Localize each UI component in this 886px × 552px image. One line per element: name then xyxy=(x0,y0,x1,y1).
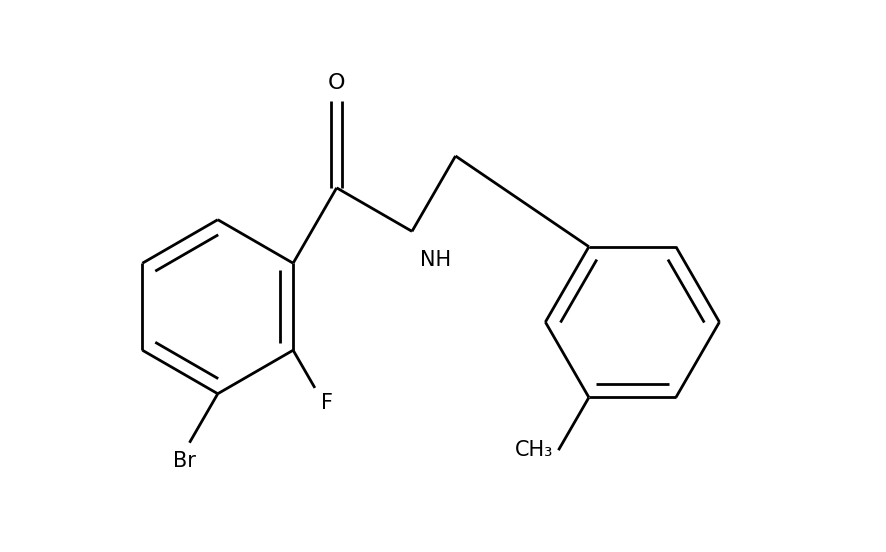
Text: F: F xyxy=(321,393,333,413)
Text: CH₃: CH₃ xyxy=(515,440,554,460)
Text: Br: Br xyxy=(173,451,196,471)
Text: O: O xyxy=(328,73,346,93)
Text: NH: NH xyxy=(420,250,451,270)
